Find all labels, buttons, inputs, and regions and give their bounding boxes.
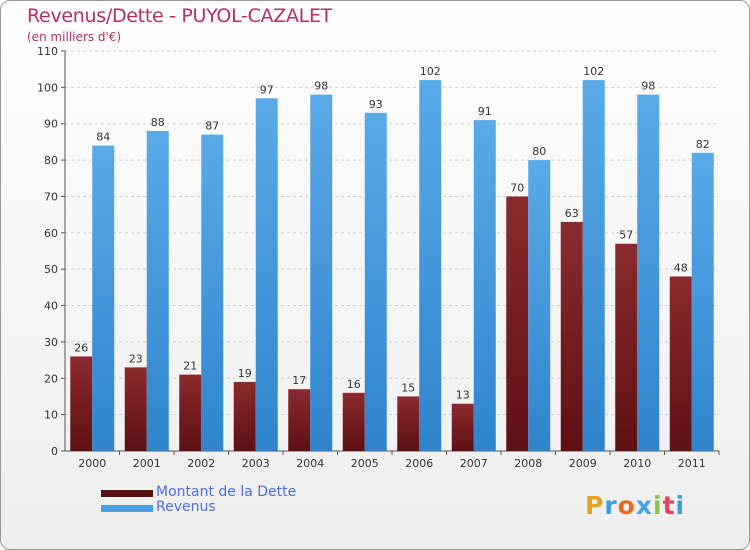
x-tick-label: 2005: [351, 457, 379, 470]
bar-dette: [179, 374, 202, 451]
y-tick-label: 80: [44, 154, 58, 167]
x-tick-label: 2010: [623, 457, 651, 470]
x-tick-label: 2004: [296, 457, 324, 470]
y-tick-label: 10: [44, 409, 58, 422]
bar-revenus: [255, 98, 278, 451]
y-tick-label: 90: [44, 118, 58, 131]
data-label-revenus: 84: [96, 131, 110, 144]
y-tick-label: 20: [44, 372, 58, 385]
data-label-dette: 16: [347, 378, 361, 391]
bar-dette: [124, 367, 147, 451]
legend-swatch-revenus: [101, 505, 153, 512]
bar-dette: [615, 243, 638, 451]
y-tick-label: 0: [51, 445, 58, 458]
data-label-revenus: 82: [696, 138, 710, 151]
data-label-dette: 13: [456, 389, 470, 402]
chart-subtitle: (en milliers d'€): [27, 30, 122, 44]
bar-revenus: [419, 80, 442, 451]
bar-dette: [288, 389, 311, 451]
bar-revenus: [146, 131, 169, 451]
data-label-revenus: 87: [205, 120, 219, 133]
bar-revenus: [473, 120, 496, 451]
bar-revenus: [92, 145, 115, 451]
x-tick-label: 2003: [242, 457, 270, 470]
data-label-revenus: 98: [314, 80, 328, 93]
data-label-revenus: 80: [532, 145, 546, 158]
bar-revenus: [364, 112, 387, 452]
bar-dette: [506, 196, 529, 451]
chart-title: Revenus/Dette - PUYOL-CAZALET: [27, 5, 332, 27]
data-label-dette: 23: [129, 352, 143, 365]
y-tick-label: 60: [44, 227, 58, 240]
y-tick-label: 50: [44, 263, 58, 276]
y-tick-label: 70: [44, 190, 58, 203]
bar-dette: [233, 381, 256, 451]
x-tick-label: 2001: [133, 457, 161, 470]
data-label-dette: 15: [401, 381, 415, 394]
bar-revenus: [310, 94, 333, 452]
data-label-dette: 19: [238, 367, 252, 380]
data-label-revenus: 91: [478, 105, 492, 118]
data-label-revenus: 97: [260, 83, 274, 96]
data-label-dette: 48: [674, 261, 688, 274]
data-label-revenus: 88: [151, 116, 165, 129]
bar-dette: [397, 396, 420, 451]
x-tick-label: 2002: [187, 457, 215, 470]
data-label-dette: 17: [292, 374, 306, 387]
legend-label-dette: Montant de la Dette: [156, 484, 297, 500]
proxiti-logo: Proxiti: [585, 491, 686, 520]
x-tick-label: 2008: [514, 457, 542, 470]
data-label-revenus: 102: [420, 65, 441, 78]
y-tick-label: 40: [44, 300, 58, 313]
bar-dette: [342, 392, 365, 451]
bar-dette: [560, 221, 583, 451]
bar-revenus: [582, 80, 605, 451]
data-label-dette: 70: [510, 181, 524, 194]
data-label-revenus: 102: [583, 65, 604, 78]
x-tick-label: 2006: [405, 457, 433, 470]
data-label-dette: 57: [619, 229, 633, 242]
bar-revenus: [528, 160, 551, 451]
x-tick-label: 2000: [78, 457, 106, 470]
bar-revenus: [637, 94, 660, 452]
legend-label-revenus: Revenus: [156, 499, 216, 515]
bar-dette: [451, 403, 474, 451]
bar-dette: [669, 276, 692, 451]
data-label-revenus: 98: [641, 80, 655, 93]
y-tick-label: 30: [44, 336, 58, 349]
data-label-dette: 63: [565, 207, 579, 220]
data-label-dette: 26: [74, 341, 88, 354]
x-tick-label: 2007: [460, 457, 488, 470]
bar-revenus: [201, 134, 224, 452]
y-tick-label: 100: [37, 81, 58, 94]
x-tick-label: 2009: [569, 457, 597, 470]
bar-revenus: [691, 152, 714, 451]
bar-dette: [70, 356, 93, 451]
legend-swatch-dette: [101, 490, 153, 497]
x-tick-label: 2011: [678, 457, 706, 470]
data-label-revenus: 93: [369, 98, 383, 111]
y-tick-label: 110: [37, 45, 58, 58]
data-label-dette: 21: [183, 360, 197, 373]
